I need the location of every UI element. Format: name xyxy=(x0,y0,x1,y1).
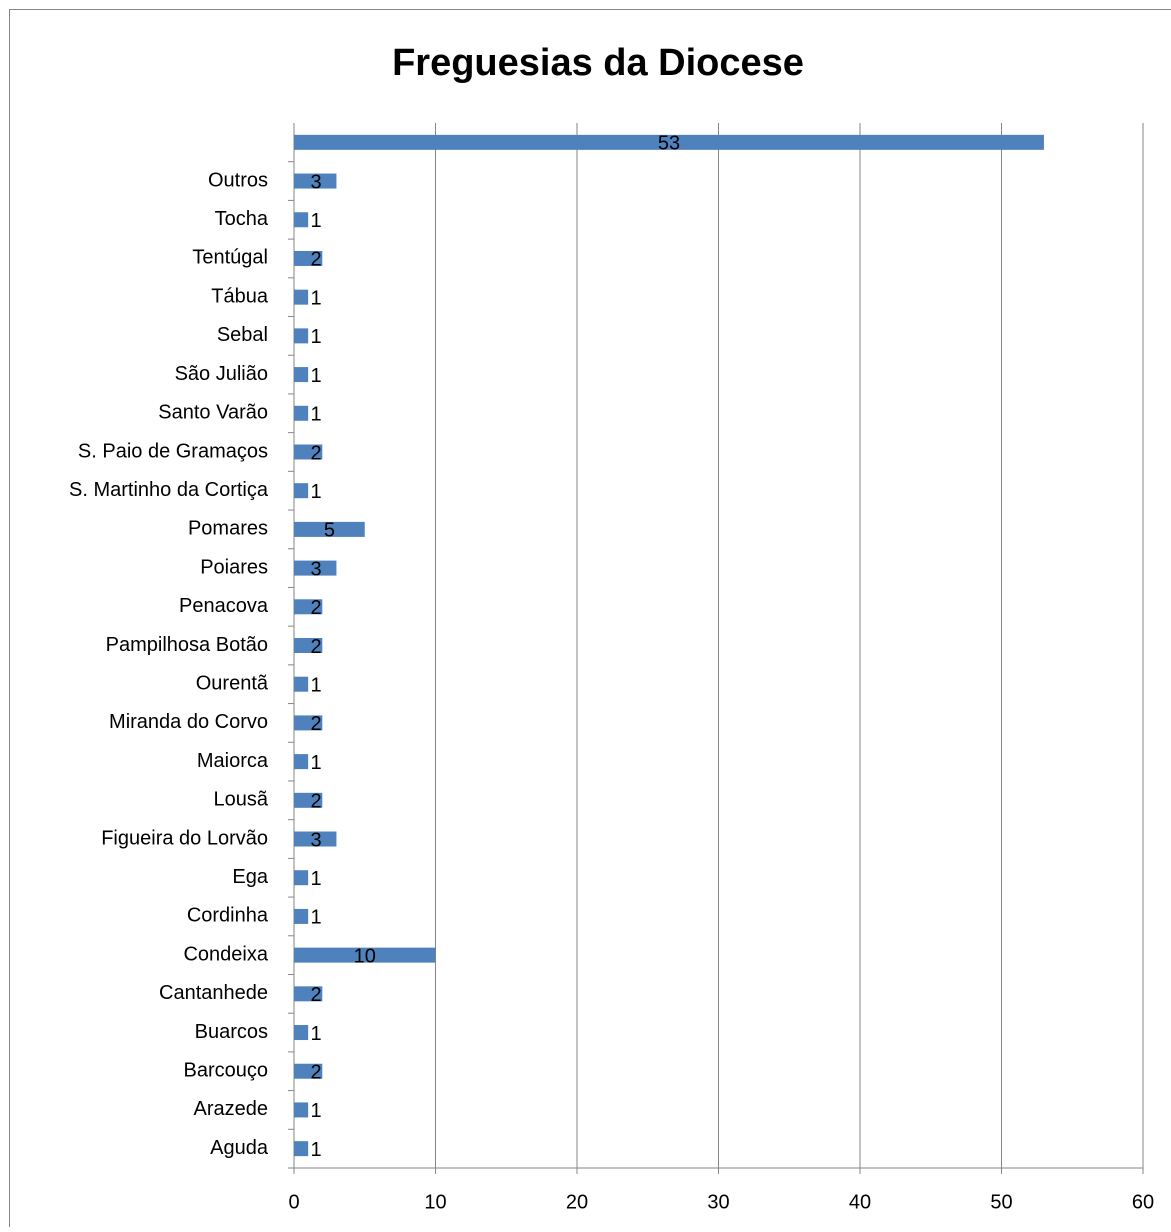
y-tick-label: S. Martinho da Cortiça xyxy=(69,479,269,501)
y-tick-label: Penacova xyxy=(179,595,269,617)
y-tick-label: Tábua xyxy=(211,285,269,307)
bar xyxy=(294,909,308,924)
y-tick-label: Maiorca xyxy=(197,750,269,772)
y-tick-label: Tentúgal xyxy=(192,247,268,269)
data-label: 3 xyxy=(310,171,321,193)
data-label: 2 xyxy=(310,1062,321,1084)
x-tick-label: 60 xyxy=(1132,1191,1154,1213)
data-label: 2 xyxy=(310,442,321,464)
data-label: 1 xyxy=(310,404,321,426)
y-tick-label: Barcouço xyxy=(184,1060,269,1082)
x-tick-label: 20 xyxy=(566,1191,588,1213)
data-label: 53 xyxy=(658,133,680,155)
bar xyxy=(294,290,308,305)
y-tick-label: Arazede xyxy=(194,1098,269,1120)
bar xyxy=(294,212,308,227)
data-label: 2 xyxy=(310,597,321,619)
x-tick-label: 10 xyxy=(424,1191,446,1213)
y-tick-label: Tocha xyxy=(215,208,269,230)
data-label: 2 xyxy=(310,791,321,813)
data-label: 1 xyxy=(310,287,321,309)
bar xyxy=(294,483,308,498)
data-label: 1 xyxy=(310,1100,321,1122)
data-label: 1 xyxy=(310,1023,321,1045)
chart-border xyxy=(10,10,1171,1228)
bar xyxy=(294,367,308,382)
data-label: 2 xyxy=(310,636,321,658)
data-label: 10 xyxy=(354,945,376,967)
x-tick-label: 30 xyxy=(707,1191,729,1213)
bar xyxy=(294,1025,308,1040)
y-tick-label: Condeixa xyxy=(183,943,268,965)
y-tick-label: Cantanhede xyxy=(159,982,268,1004)
data-label: 2 xyxy=(310,984,321,1006)
x-tick-label: 0 xyxy=(288,1191,299,1213)
y-tick-label: Pomares xyxy=(188,518,268,540)
bar xyxy=(294,1102,308,1117)
y-tick-label: Miranda do Corvo xyxy=(109,711,268,733)
x-tick-label: 50 xyxy=(990,1191,1012,1213)
data-label: 1 xyxy=(310,752,321,774)
y-tick-label: Santo Varão xyxy=(158,402,268,424)
chart-title: Freguesias da Diocese xyxy=(392,42,804,84)
data-label: 2 xyxy=(310,249,321,271)
y-tick-label: Ega xyxy=(232,866,268,888)
y-tick-label: Cordinha xyxy=(187,905,269,927)
y-tick-label: Sebal xyxy=(217,324,268,346)
y-tick-label: Aguda xyxy=(210,1137,269,1159)
y-tick-label: Figueira do Lorvão xyxy=(101,827,268,849)
y-tick-label: Pampilhosa Botão xyxy=(106,634,268,656)
y-tick-label: S. Paio de Gramaços xyxy=(78,440,268,462)
data-label: 1 xyxy=(310,481,321,503)
x-tick-label: 40 xyxy=(849,1191,871,1213)
bar xyxy=(294,406,308,421)
bar xyxy=(294,754,308,769)
data-label: 1 xyxy=(310,674,321,696)
y-tick-label: Lousã xyxy=(214,789,269,811)
data-label: 5 xyxy=(324,520,335,542)
y-tick-label: Buarcos xyxy=(195,1021,268,1043)
data-label: 3 xyxy=(310,829,321,851)
data-label: 2 xyxy=(310,713,321,735)
bar xyxy=(294,328,308,343)
data-label: 1 xyxy=(310,1139,321,1161)
y-tick-label: Poiares xyxy=(200,556,268,578)
bar xyxy=(294,1141,308,1156)
data-label: 1 xyxy=(310,210,321,232)
data-label: 1 xyxy=(310,365,321,387)
data-label: 1 xyxy=(310,907,321,929)
data-label: 3 xyxy=(310,558,321,580)
y-tick-label: Outros xyxy=(208,169,268,191)
data-label: 1 xyxy=(310,868,321,890)
bar xyxy=(294,870,308,885)
bar xyxy=(294,677,308,692)
y-tick-label: Ourentã xyxy=(196,672,269,694)
data-label: 1 xyxy=(310,326,321,348)
y-tick-label: São Julião xyxy=(175,363,268,385)
